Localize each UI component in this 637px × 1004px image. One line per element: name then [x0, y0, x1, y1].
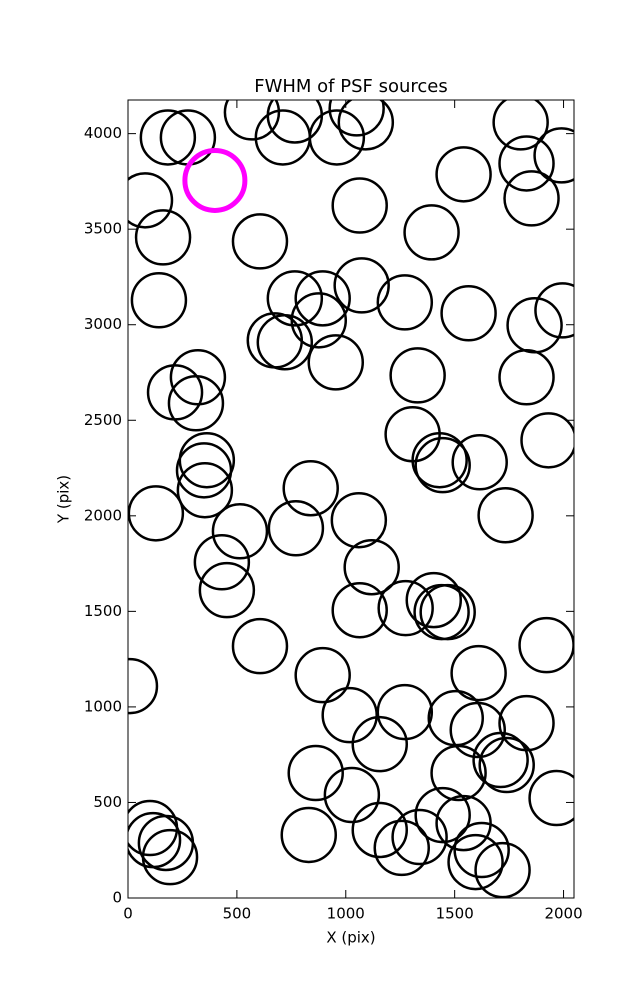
marker	[193, 534, 251, 591]
marker	[231, 617, 289, 675]
marker	[330, 491, 388, 549]
marker	[503, 170, 560, 227]
marker	[533, 127, 574, 184]
marker	[447, 833, 504, 891]
x-tick-label: 0	[123, 905, 133, 923]
y-tick-label: 4000	[84, 124, 122, 142]
marker	[331, 581, 388, 639]
marker	[267, 499, 325, 557]
marker	[321, 686, 378, 744]
marker	[450, 644, 507, 702]
marker	[266, 270, 324, 327]
y-tick-label: 0	[112, 889, 122, 907]
marker	[391, 808, 448, 866]
marker	[373, 819, 430, 877]
marker	[451, 434, 508, 491]
marker	[167, 375, 225, 432]
marker	[414, 436, 471, 494]
y-tick-label: 2500	[84, 411, 122, 429]
marker	[405, 571, 463, 629]
marker	[223, 100, 281, 141]
x-tick-label: 500	[223, 905, 252, 923]
marker	[175, 442, 233, 499]
marker	[333, 257, 390, 314]
marker	[307, 334, 365, 391]
marker	[328, 100, 385, 137]
y-tick-label: 1500	[84, 602, 122, 620]
y-axis-label: Y (pix)	[55, 475, 73, 524]
marker	[351, 715, 408, 773]
marker	[282, 460, 339, 517]
marker	[453, 821, 510, 879]
marker	[419, 583, 476, 641]
marker	[337, 100, 395, 151]
marker	[134, 209, 192, 266]
x-tick-label: 1000	[327, 905, 365, 923]
marker	[472, 731, 529, 789]
y-tick-label: 3000	[84, 315, 122, 333]
marker	[449, 701, 506, 759]
x-tick-label: 1500	[436, 905, 474, 923]
marker	[198, 561, 256, 619]
marker	[389, 347, 446, 404]
marker	[343, 538, 400, 596]
marker	[498, 349, 555, 406]
marker	[440, 285, 497, 342]
plot-area	[128, 100, 574, 898]
marker	[169, 349, 227, 406]
marker	[377, 579, 434, 637]
marker	[323, 766, 381, 824]
marker	[128, 172, 174, 229]
marker	[231, 213, 289, 270]
highlight-marker	[182, 147, 248, 213]
marker	[498, 135, 555, 192]
marker	[430, 744, 487, 802]
plot-frame	[127, 99, 575, 899]
y-tick-label: 500	[93, 793, 122, 811]
marker	[128, 485, 185, 542]
marker	[478, 736, 535, 794]
x-tick-label: 2000	[544, 905, 582, 923]
marker	[294, 270, 351, 327]
chart-title: FWHM of PSF sources	[254, 76, 448, 97]
marker	[256, 314, 314, 371]
y-tick-label: 2000	[84, 506, 122, 524]
marker	[130, 272, 188, 329]
marker	[435, 794, 492, 852]
marker	[403, 204, 460, 261]
y-tick-label: 3500	[84, 220, 122, 238]
marker	[139, 109, 197, 166]
marker	[211, 503, 269, 560]
marker	[331, 177, 388, 234]
marker	[534, 282, 574, 339]
marker	[477, 486, 534, 544]
marker	[294, 646, 351, 704]
marker	[492, 100, 549, 151]
marker	[176, 461, 234, 519]
marker	[280, 806, 338, 864]
x-axis-label: X (pix)	[326, 929, 375, 947]
marker	[376, 683, 434, 741]
marker	[528, 769, 574, 827]
marker	[411, 431, 468, 489]
marker	[308, 109, 366, 166]
marker	[141, 828, 199, 886]
marker	[128, 657, 159, 715]
marker	[376, 274, 434, 331]
marker	[474, 841, 531, 898]
marker	[520, 412, 574, 469]
marker	[435, 146, 492, 203]
marker	[287, 744, 344, 802]
marker	[351, 801, 408, 859]
y-tick-label: 1000	[84, 697, 122, 715]
